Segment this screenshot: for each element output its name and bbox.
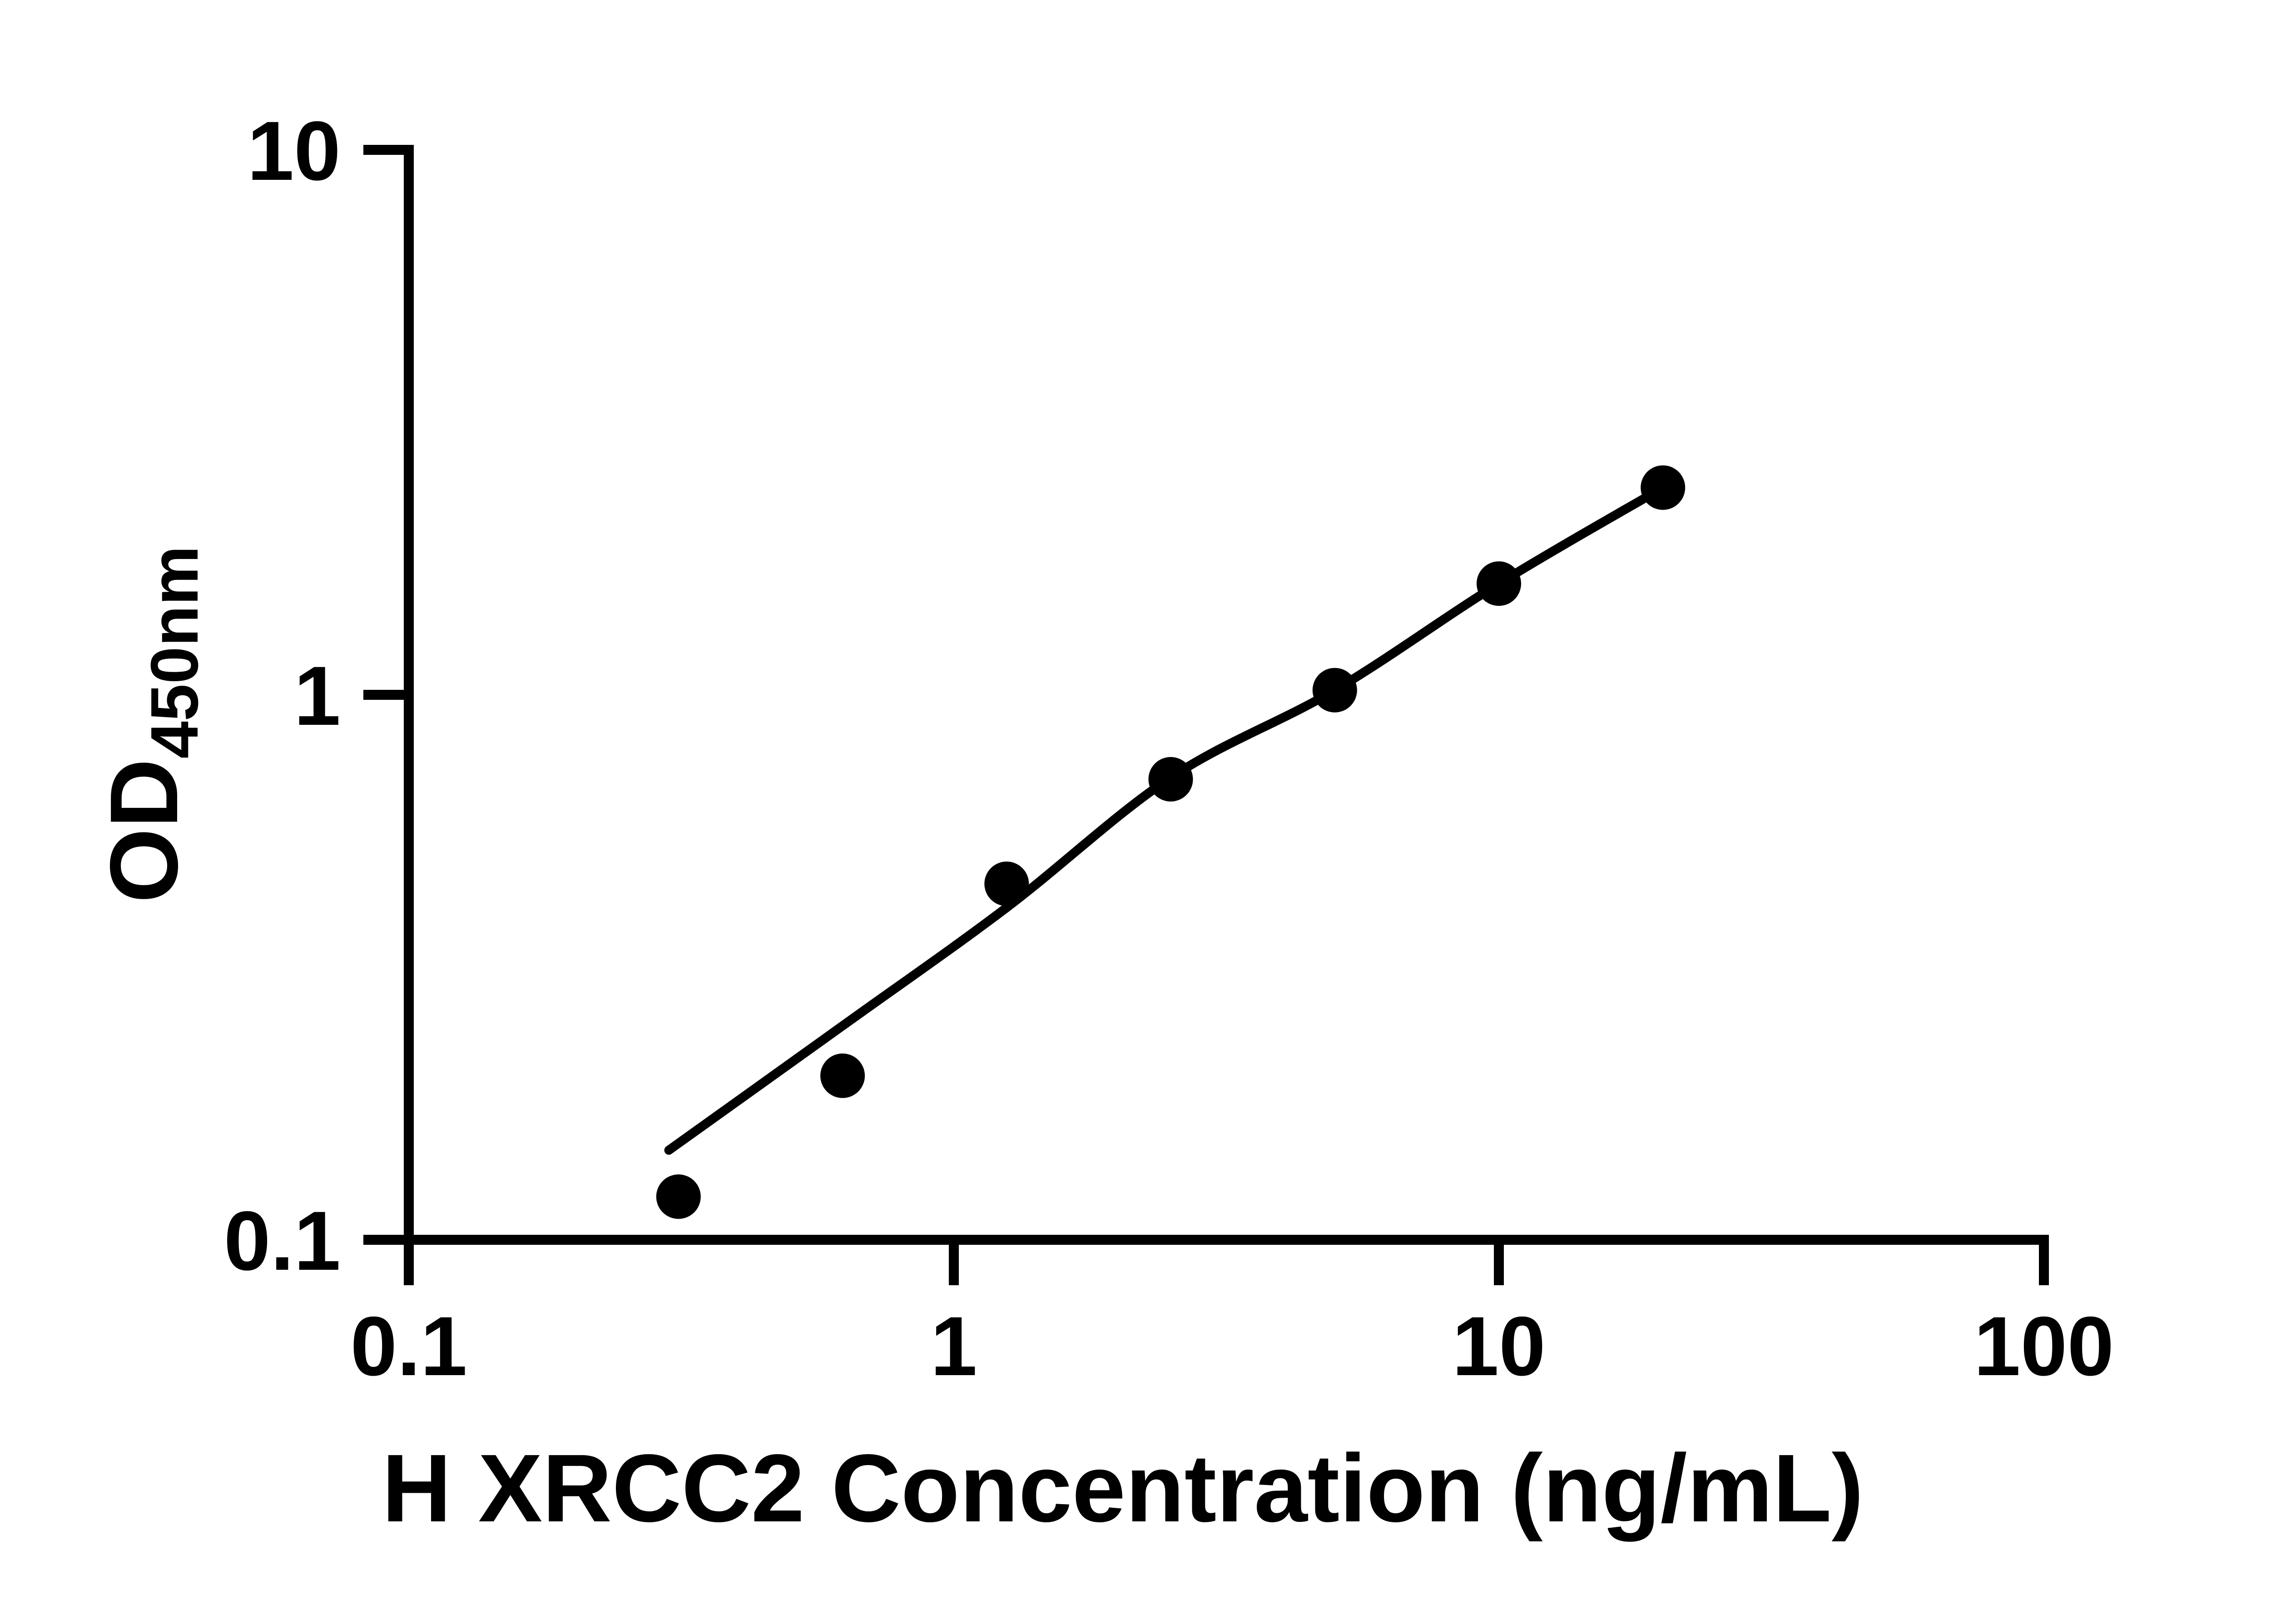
y-axis-title-subscript: 450nm — [137, 546, 212, 759]
y-axis-title-main: OD — [90, 758, 198, 903]
x-axis-tick-label: 100 — [1974, 1300, 2114, 1393]
data-point — [656, 1174, 701, 1219]
data-point — [820, 1053, 865, 1098]
y-axis-tick-label: 10 — [247, 104, 341, 198]
x-axis-tick-label: 10 — [1452, 1300, 1546, 1393]
plot-layer — [656, 465, 1686, 1219]
data-point — [984, 862, 1029, 906]
data-point — [1148, 757, 1193, 802]
x-axis-tick-label: 1 — [931, 1300, 977, 1393]
x-axis-title: H XRCC2 Concentration (ng/mL) — [382, 1434, 1864, 1542]
data-point — [1312, 668, 1357, 713]
y-axis-title: OD450nm — [90, 546, 212, 903]
x-axis-tick-label: 0.1 — [350, 1300, 467, 1393]
y-axis-tick-label: 1 — [294, 649, 341, 743]
axes-layer: 0.1 1 10 0.1 1 10 100 — [224, 104, 2114, 1393]
y-axis-tick-label: 0.1 — [224, 1194, 341, 1288]
data-point — [1477, 561, 1521, 606]
data-point — [1641, 465, 1686, 510]
